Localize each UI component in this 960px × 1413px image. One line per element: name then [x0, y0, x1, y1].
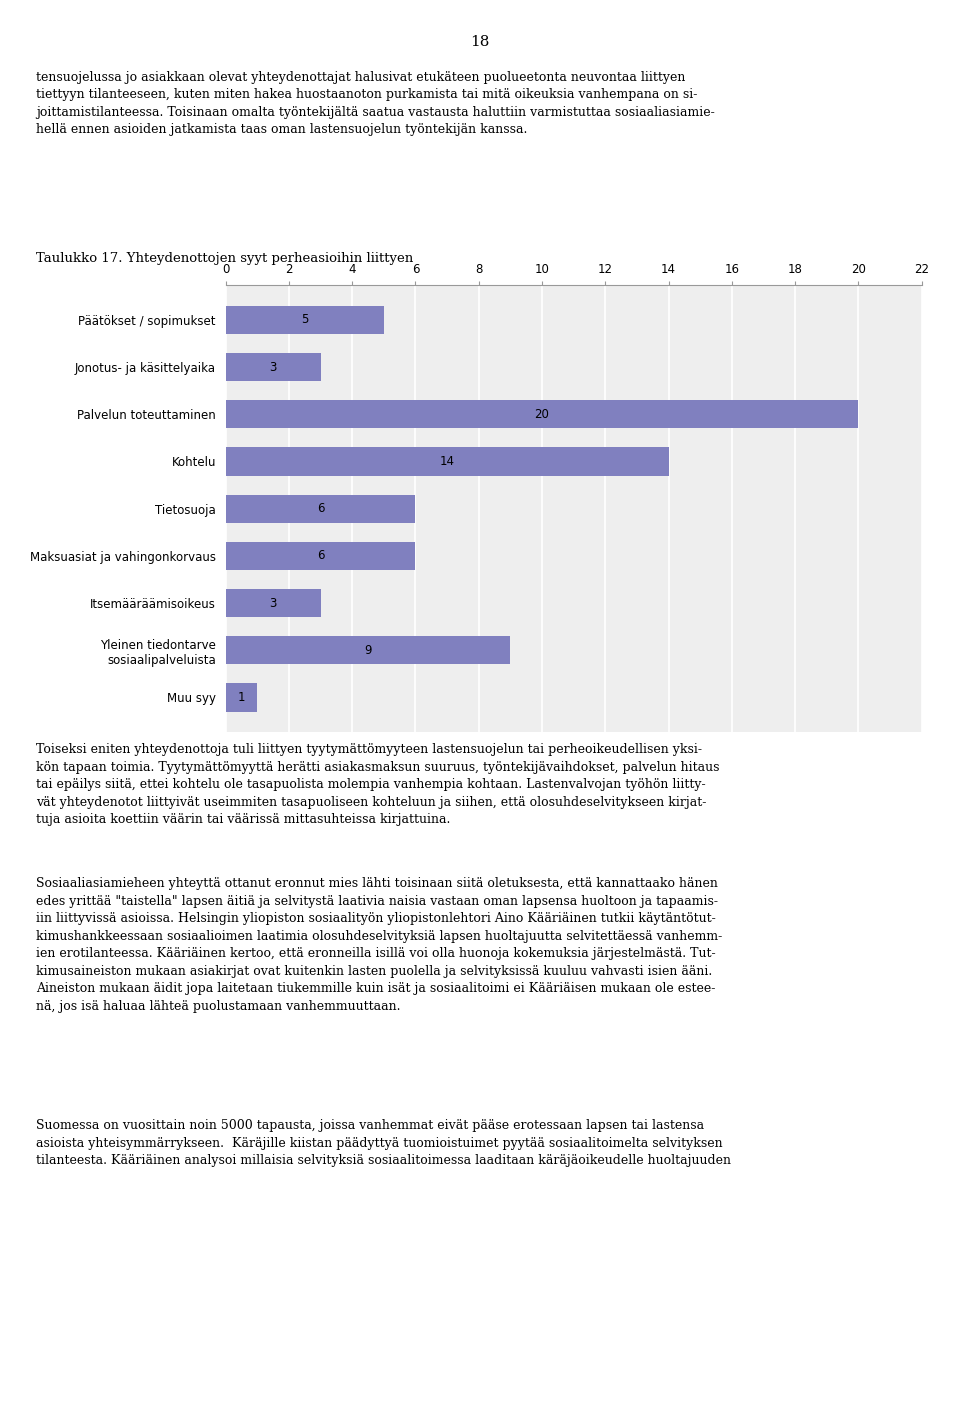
Text: Taulukko 17. Yhteydenottojen syyt perheasioihin liittyen: Taulukko 17. Yhteydenottojen syyt perhea… [36, 252, 414, 266]
Bar [226, 353, 321, 382]
Bar [226, 448, 668, 476]
Text: 3: 3 [270, 360, 276, 373]
Text: 6: 6 [317, 502, 324, 516]
Text: Suomessa on vuosittain noin 5000 tapausta, joissa vanhemmat eivät pääse erotessa: Suomessa on vuosittain noin 5000 tapaust… [36, 1119, 732, 1167]
Bar [226, 589, 321, 617]
Text: 1: 1 [238, 691, 245, 704]
Text: 3: 3 [270, 596, 276, 609]
Text: tensuojelussa jo asiakkaan olevat yhteydenottajat halusivat etukäteen puolueeton: tensuojelussa jo asiakkaan olevat yhteyd… [36, 71, 715, 136]
Text: 5: 5 [301, 314, 308, 326]
Bar [226, 400, 858, 428]
Text: 18: 18 [470, 35, 490, 49]
Bar [226, 684, 257, 712]
Text: Toiseksi eniten yhteydenottoja tuli liittyen tyytymättömyyteen lastensuojelun ta: Toiseksi eniten yhteydenottoja tuli liit… [36, 743, 720, 827]
Text: 14: 14 [440, 455, 454, 468]
Text: 6: 6 [317, 550, 324, 562]
Bar [226, 636, 511, 664]
Text: 20: 20 [535, 408, 549, 421]
Bar [226, 495, 416, 523]
Text: 9: 9 [364, 644, 372, 657]
Bar [226, 541, 416, 569]
Text: Sosiaaliasiamieheen yhteyttä ottanut eronnut mies lähti toisinaan siitä oletukse: Sosiaaliasiamieheen yhteyttä ottanut ero… [36, 877, 723, 1013]
Bar [226, 305, 384, 333]
